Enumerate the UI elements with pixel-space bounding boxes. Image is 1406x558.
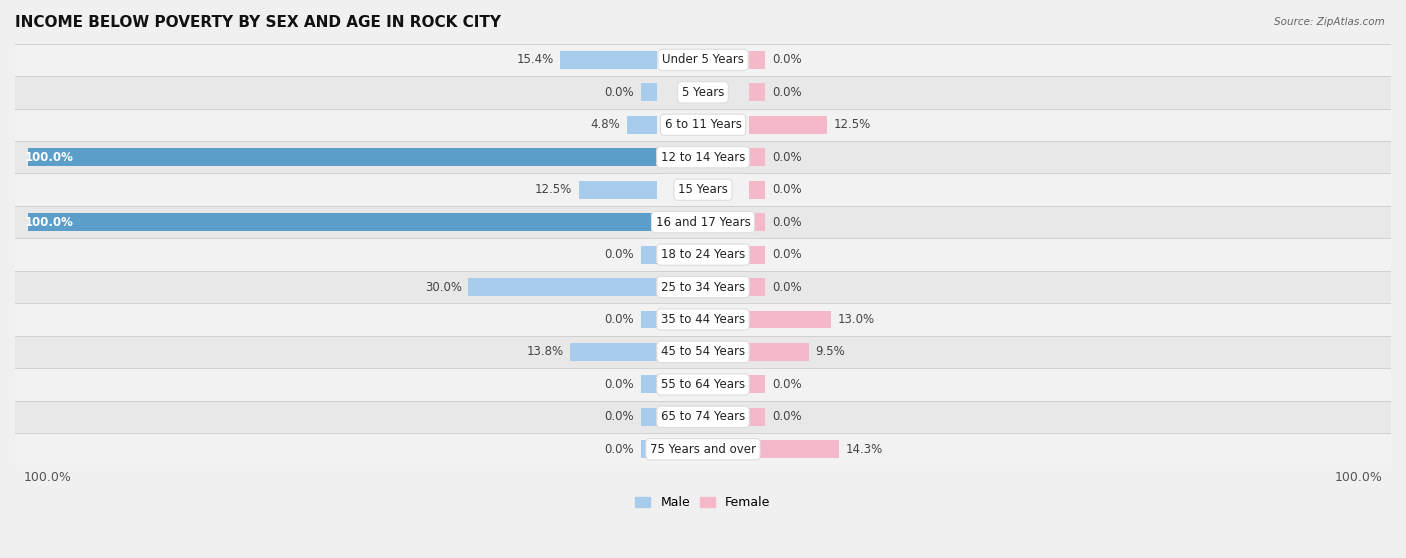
Text: 13.0%: 13.0% (837, 313, 875, 326)
Text: 35 to 44 Years: 35 to 44 Years (661, 313, 745, 326)
Bar (15, 174, 1391, 206)
Bar (15, 271, 1391, 303)
Text: 0.0%: 0.0% (605, 313, 634, 326)
Text: 0.0%: 0.0% (772, 248, 801, 261)
Bar (15, 401, 1391, 433)
Bar (749, 311, 831, 329)
Bar (749, 408, 765, 426)
Text: 4.8%: 4.8% (591, 118, 620, 131)
Text: 100.0%: 100.0% (25, 215, 73, 229)
Bar (15, 109, 1391, 141)
Text: 0.0%: 0.0% (772, 410, 801, 424)
Text: 0.0%: 0.0% (605, 86, 634, 99)
Bar (641, 440, 657, 458)
Text: 0.0%: 0.0% (605, 442, 634, 456)
Bar (15, 336, 1391, 368)
Text: 0.0%: 0.0% (772, 378, 801, 391)
Text: 45 to 54 Years: 45 to 54 Years (661, 345, 745, 358)
Bar (15, 141, 1391, 174)
Bar (749, 440, 839, 458)
Text: 12 to 14 Years: 12 to 14 Years (661, 151, 745, 163)
Bar (749, 83, 765, 101)
Bar (571, 343, 657, 361)
Bar (28, 213, 657, 231)
Text: 15.4%: 15.4% (516, 54, 554, 66)
Bar (749, 213, 765, 231)
Bar (749, 181, 765, 199)
Text: 0.0%: 0.0% (605, 248, 634, 261)
Text: 0.0%: 0.0% (772, 281, 801, 294)
Bar (749, 116, 828, 134)
Bar (641, 246, 657, 263)
Bar (627, 116, 657, 134)
Bar (641, 376, 657, 393)
Legend: Male, Female: Male, Female (630, 491, 776, 514)
Bar (560, 51, 657, 69)
Bar (15, 206, 1391, 238)
Bar (578, 181, 657, 199)
Text: 6 to 11 Years: 6 to 11 Years (665, 118, 741, 131)
Bar (15, 433, 1391, 465)
Text: 5 Years: 5 Years (682, 86, 724, 99)
Text: 75 Years and over: 75 Years and over (650, 442, 756, 456)
Text: 14.3%: 14.3% (845, 442, 883, 456)
Bar (28, 148, 657, 166)
Bar (749, 343, 808, 361)
Bar (749, 51, 765, 69)
Text: INCOME BELOW POVERTY BY SEX AND AGE IN ROCK CITY: INCOME BELOW POVERTY BY SEX AND AGE IN R… (15, 15, 501, 30)
Text: 100.0%: 100.0% (25, 151, 73, 163)
Text: 9.5%: 9.5% (815, 345, 845, 358)
Bar (749, 278, 765, 296)
Text: 15 Years: 15 Years (678, 183, 728, 196)
Bar (749, 148, 765, 166)
Text: Under 5 Years: Under 5 Years (662, 54, 744, 66)
Bar (15, 238, 1391, 271)
Text: 0.0%: 0.0% (605, 410, 634, 424)
Text: Source: ZipAtlas.com: Source: ZipAtlas.com (1274, 17, 1385, 27)
Bar (15, 44, 1391, 76)
Bar (749, 376, 765, 393)
Text: 12.5%: 12.5% (834, 118, 872, 131)
Text: 30.0%: 30.0% (425, 281, 463, 294)
Bar (15, 368, 1391, 401)
Bar (641, 83, 657, 101)
Bar (641, 408, 657, 426)
Bar (641, 311, 657, 329)
Text: 16 and 17 Years: 16 and 17 Years (655, 215, 751, 229)
Bar (15, 76, 1391, 109)
Text: 0.0%: 0.0% (605, 378, 634, 391)
Text: 55 to 64 Years: 55 to 64 Years (661, 378, 745, 391)
Text: 12.5%: 12.5% (534, 183, 572, 196)
Text: 0.0%: 0.0% (772, 215, 801, 229)
Text: 13.8%: 13.8% (527, 345, 564, 358)
Bar (15, 303, 1391, 336)
Text: 25 to 34 Years: 25 to 34 Years (661, 281, 745, 294)
Text: 0.0%: 0.0% (772, 86, 801, 99)
Bar (468, 278, 657, 296)
Bar (749, 246, 765, 263)
Text: 0.0%: 0.0% (772, 183, 801, 196)
Text: 18 to 24 Years: 18 to 24 Years (661, 248, 745, 261)
Text: 0.0%: 0.0% (772, 151, 801, 163)
Text: 65 to 74 Years: 65 to 74 Years (661, 410, 745, 424)
Text: 0.0%: 0.0% (772, 54, 801, 66)
